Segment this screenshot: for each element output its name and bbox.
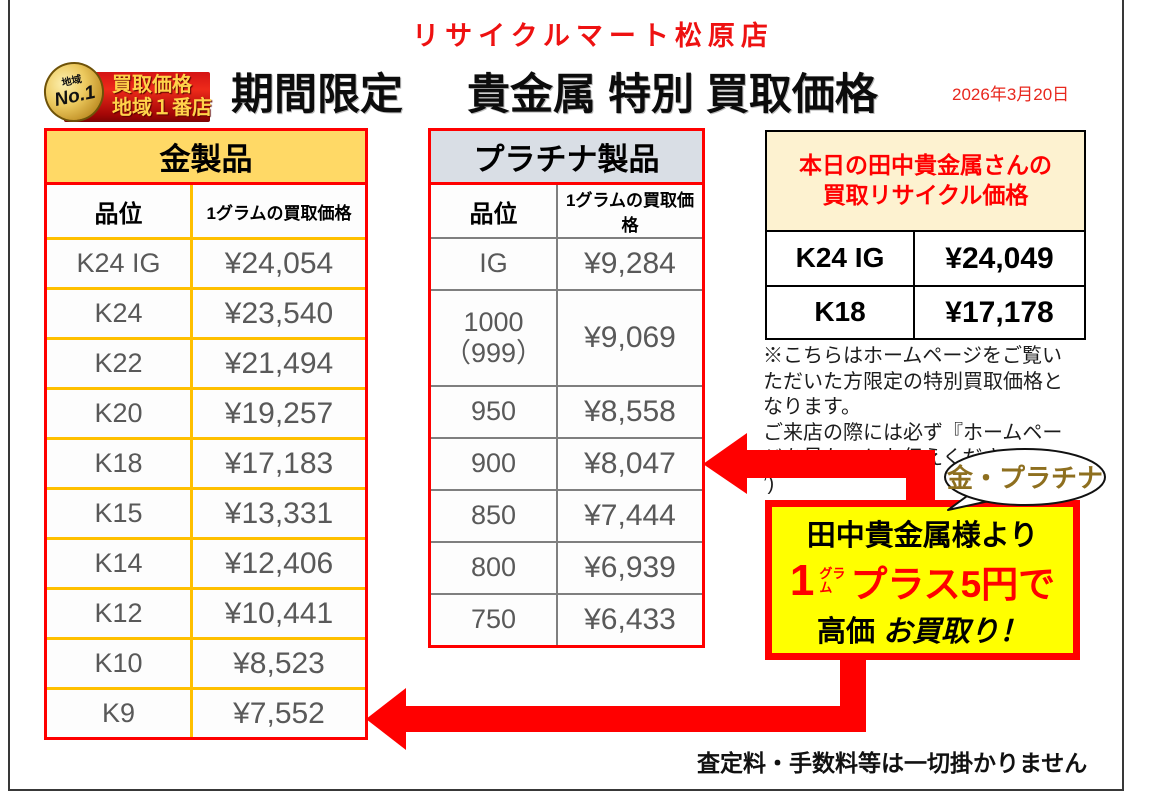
price-cell: ¥8,523 <box>233 646 325 680</box>
table-row: K15 ¥13,331 <box>47 487 365 537</box>
arrow-to-gold-icon <box>366 656 866 750</box>
gram-unit: グラ ム <box>819 566 846 595</box>
item-cell: K18 <box>47 440 193 487</box>
table-row: 850 ¥7,444 <box>431 489 702 541</box>
price-cell: ¥21,494 <box>224 346 334 380</box>
table-row: IG ¥9,284 <box>431 237 702 289</box>
item-cell: K9 <box>47 690 193 737</box>
table-row: K20 ¥19,257 <box>47 387 365 437</box>
table-row: 1000 （999） ¥9,069 <box>431 289 702 385</box>
price-cell: ¥19,257 <box>224 396 334 430</box>
price-cell: ¥6,433 <box>584 603 676 636</box>
tanaka-title: 本日の田中貴金属さんの 買取リサイクル価格 <box>767 132 1084 232</box>
item-cell: 900 <box>431 439 558 489</box>
coin-no1-label: No.1 <box>52 81 98 111</box>
item-cell: 950 <box>431 387 558 437</box>
item-cell: K22 <box>47 340 193 387</box>
item-cell: 750 <box>431 595 558 645</box>
price-cell: ¥13,331 <box>224 496 334 530</box>
price-cell: ¥8,047 <box>584 447 676 480</box>
column-header-item: 品位 <box>431 185 558 237</box>
shop-title: リサイクルマート松原店 <box>412 21 774 51</box>
table-row: K14 ¥12,406 <box>47 537 365 587</box>
price-cell: ¥10,441 <box>224 596 334 630</box>
table-row: K18 ¥17,183 <box>47 437 365 487</box>
table-row: K18 ¥17,178 <box>767 285 1084 338</box>
item-cell: K24 IG <box>767 232 915 285</box>
badge-line1: 買取価格 <box>112 74 192 96</box>
note-line: ただいた方限定の特別買取価格と <box>763 370 1063 393</box>
price-cell: ¥7,444 <box>584 499 676 532</box>
gold-table: 金製品 品位 1グラムの買取価格 K24 IG ¥24,054 <box>44 128 368 740</box>
promo-box: 田中貴金属様より 1 グラ ム プラス5円で 高価 お買取り！ <box>765 500 1080 660</box>
item-cell: K12 <box>47 590 193 637</box>
promo-plus5: プラス5円で <box>850 564 1056 605</box>
table-row: 950 ¥8,558 <box>431 385 702 437</box>
price-cell: ¥7,552 <box>233 696 325 730</box>
heading-limited: 期間限定 <box>231 71 403 119</box>
item-cell: K24 <box>47 290 193 337</box>
price-cell: ¥23,540 <box>224 296 334 330</box>
platinum-column-header: 品位 1グラムの買取価格 <box>431 185 702 237</box>
column-header-item: 品位 <box>47 185 193 237</box>
gold-column-header: 品位 1グラムの買取価格 <box>47 185 365 237</box>
price-cell: ¥24,049 <box>945 241 1054 275</box>
tanaka-title-line2: 買取リサイクル価格 <box>822 182 1029 208</box>
main-heading: 期間限定 貴金属 特別 買取価格 <box>231 60 878 122</box>
table-row: 900 ¥8,047 <box>431 437 702 489</box>
gold-table-title: 金製品 <box>44 128 368 185</box>
item-cell: 1000 （999） <box>431 291 558 385</box>
table-row: K24 IG ¥24,054 <box>47 237 365 287</box>
table-row: 750 ¥6,433 <box>431 593 702 645</box>
table-row: K22 ¥21,494 <box>47 337 365 387</box>
item-cell: 800 <box>431 543 558 593</box>
date-label: 2026年3月20日 <box>952 85 1070 104</box>
item-cell: K20 <box>47 390 193 437</box>
platinum-table: プラチナ製品 品位 1グラムの買取価格 IG ¥9,284 <box>428 128 705 648</box>
balloon-label: 金・プラチナ <box>946 464 1103 493</box>
tanaka-price-box: 本日の田中貴金属さんの 買取リサイクル価格 K24 IG ¥24,049 K18… <box>765 130 1086 340</box>
price-cell: ¥12,406 <box>224 546 334 580</box>
table-row: K12 ¥10,441 <box>47 587 365 637</box>
platinum-table-title: プラチナ製品 <box>428 128 705 185</box>
item-cell: IG <box>431 239 558 289</box>
badge-line2: 地域１番店 <box>112 97 212 119</box>
gram-digit: 1 <box>789 556 815 605</box>
price-cell: ¥17,178 <box>945 295 1054 329</box>
promo-line1: 田中貴金属様より <box>806 520 1039 552</box>
heading-price: 貴金属 特別 買取価格 <box>467 71 878 119</box>
promo-line3: 高価 お買取り！ <box>816 616 1029 648</box>
footer-note: 査定料・手数料等は一切掛かりません <box>697 750 1088 776</box>
note-line: ご来店の際には必ず『ホームペー <box>763 421 1063 444</box>
no1-badge: 買取価格 地域１番店 地域 No.1 <box>38 56 212 128</box>
item-cell: 850 <box>431 491 558 541</box>
price-cell: ¥9,069 <box>584 321 676 354</box>
item-cell: K18 <box>767 287 915 338</box>
table-row: K24 ¥23,540 <box>47 287 365 337</box>
price-cell: ¥24,054 <box>224 246 334 280</box>
price-cell: ¥6,939 <box>584 551 676 584</box>
item-cell: K14 <box>47 540 193 587</box>
item-cell: K24 IG <box>47 240 193 287</box>
table-row: K10 ¥8,523 <box>47 637 365 687</box>
column-header-price: 1グラムの買取価格 <box>206 203 352 223</box>
note-line: ※こちらはホームページをご覧い <box>763 345 1062 367</box>
table-row: K9 ¥7,552 <box>47 687 365 737</box>
tanaka-title-line1: 本日の田中貴金属さんの <box>799 152 1052 179</box>
column-header-price: 1グラムの買取価格 <box>566 191 694 235</box>
price-cell: ¥8,558 <box>584 395 676 428</box>
item-cell: K10 <box>47 640 193 687</box>
price-cell: ¥9,284 <box>584 247 676 280</box>
note-line: なります。 <box>763 396 861 418</box>
promo-line2: 1 グラ ム プラス5円で <box>790 554 1055 608</box>
table-row: 800 ¥6,939 <box>431 541 702 593</box>
item-cell: K15 <box>47 490 193 537</box>
price-cell: ¥17,183 <box>224 446 334 480</box>
table-row: K24 IG ¥24,049 <box>767 232 1084 285</box>
